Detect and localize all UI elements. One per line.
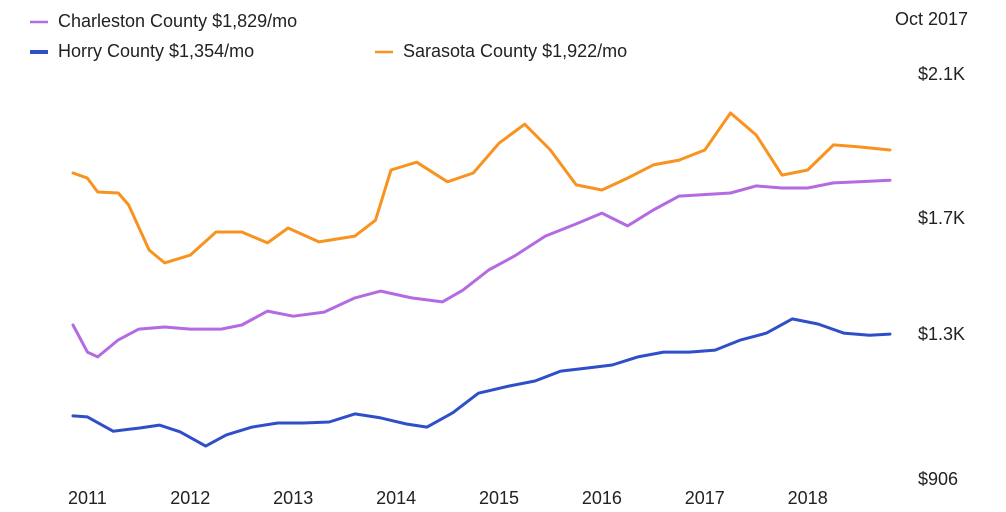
legend-label: Horry County $1,354/mo [58,41,254,61]
legend-label: Charleston County $1,829/mo [58,11,297,31]
legend-label: Sarasota County $1,922/mo [403,41,627,61]
y-tick-label: $2.1K [918,64,965,84]
x-tick-label: 2012 [170,488,210,508]
x-tick-label: 2013 [273,488,313,508]
series-line [71,111,892,265]
series-line [71,178,892,359]
x-tick-label: 2014 [376,488,416,508]
y-tick-label: $906 [918,469,958,489]
series-line [71,317,892,448]
x-tick-label: 2018 [788,488,828,508]
x-tick-label: 2015 [479,488,519,508]
annotation: Oct 2017 [895,9,968,29]
y-tick-label: $1.3K [918,324,965,344]
y-tick-label: $1.7K [918,208,965,228]
x-tick-label: 2017 [685,488,725,508]
x-tick-label: 2016 [582,488,622,508]
x-tick-label: 2011 [68,488,107,508]
